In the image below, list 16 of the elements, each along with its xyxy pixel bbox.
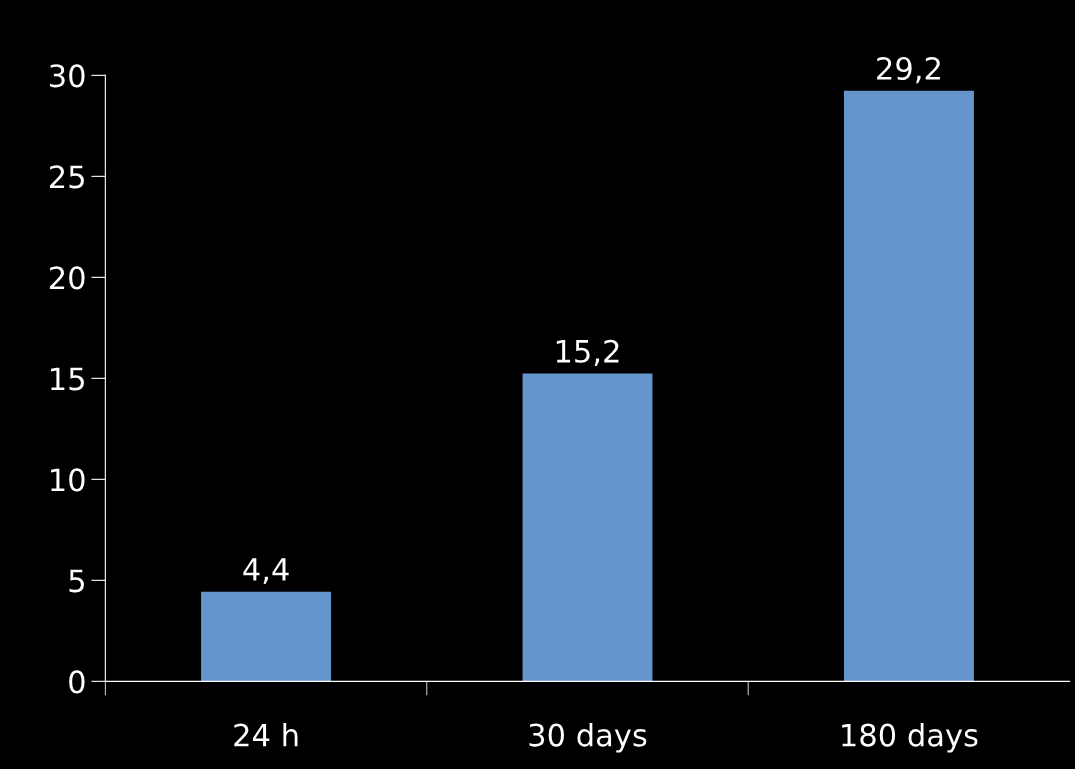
data-label: 4,4 xyxy=(243,558,289,585)
y-tick-label: 25 xyxy=(49,165,84,189)
data-label: 15,2 xyxy=(556,339,619,366)
x-tick-label: 30 days xyxy=(529,723,647,753)
y-tick-label: 15 xyxy=(51,367,84,391)
y-tick-label: 0 xyxy=(69,670,85,694)
y-tick-label: 5 xyxy=(69,569,84,593)
bar xyxy=(522,373,653,682)
y-tick-label: 30 xyxy=(50,64,85,88)
y-tick-label: 10 xyxy=(51,468,85,492)
data-label: 29,2 xyxy=(877,56,940,84)
bar xyxy=(201,591,332,682)
y-tick-label: 20 xyxy=(49,266,85,290)
bar xyxy=(843,90,974,682)
x-tick-label: 24 h xyxy=(234,723,298,747)
x-tick-label: 180 days xyxy=(842,723,978,753)
